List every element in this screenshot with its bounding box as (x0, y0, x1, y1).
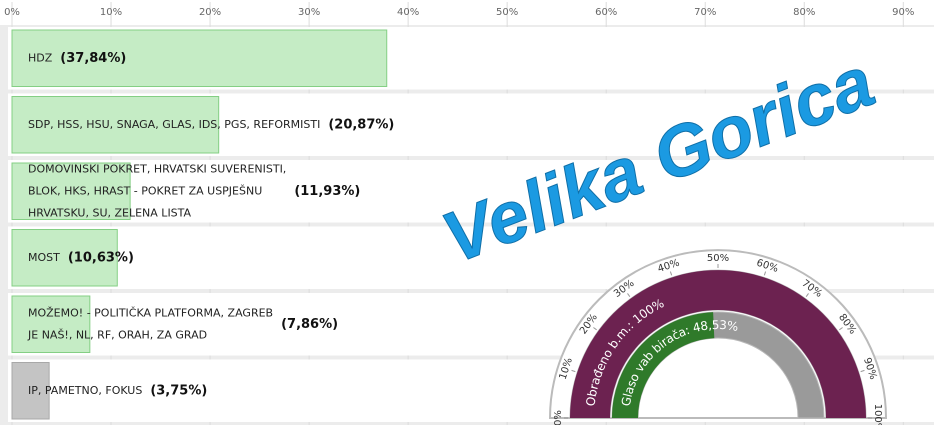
gauge-arc (570, 270, 866, 418)
tick-mark (839, 327, 843, 331)
x-tick-label: 80% (793, 7, 815, 18)
bar (11, 162, 131, 220)
bar (11, 362, 50, 420)
x-tick-label: 30% (298, 7, 320, 18)
value-label: (20,87%) (328, 117, 394, 132)
gauge-tick-label: 100% (872, 404, 883, 425)
value-label: (3,75%) (150, 383, 207, 398)
bar (11, 29, 388, 87)
x-tick-label: 10% (100, 7, 122, 18)
gauge-arc (612, 312, 715, 418)
tick-mark (593, 327, 597, 331)
value-label: (10,63%) (68, 250, 134, 265)
value-label: (37,84%) (60, 51, 126, 66)
x-tick-label: 0% (4, 7, 20, 18)
category-label: MOŽEMO! - POLITIČKA PLATFORMA, ZAGREB (28, 306, 273, 319)
bar (11, 295, 91, 353)
tick-mark (860, 369, 865, 373)
row (8, 160, 934, 223)
x-tick-label: 90% (892, 7, 914, 18)
x-tick-label: 50% (496, 7, 518, 18)
bar (11, 229, 118, 287)
category-label: IP, PAMETNO, FOKUS (28, 384, 142, 397)
x-tick-label: 40% (397, 7, 419, 18)
category-label: HRVATSKU, SU, ZELENA LISTA (28, 206, 192, 219)
category-label: DOMOVINSKI POKRET, HRVATSKI SUVERENISTI, (28, 162, 286, 175)
gauge-tick-label: 50% (707, 253, 729, 264)
category-label: JE NAŠ!, NL, RF, ORAH, ZA GRAD (27, 328, 207, 341)
tick-mark (627, 293, 631, 297)
gauge-tick-label: 0% (553, 410, 564, 425)
bar (11, 96, 220, 154)
value-label: (11,93%) (294, 184, 360, 199)
tick-mark (763, 271, 767, 276)
x-tick-label: 70% (694, 7, 716, 18)
x-tick-label: 20% (199, 7, 221, 18)
value-label: (7,86%) (281, 317, 338, 332)
tick-mark (669, 271, 673, 276)
category-label: BLOK, HKS, HRAST - POKRET ZA USPJEŠNU (28, 184, 262, 197)
category-label: HDZ (28, 51, 53, 64)
tick-mark (571, 369, 576, 373)
category-label: MOST (28, 251, 60, 264)
x-tick-label: 60% (595, 7, 617, 18)
category-label: SDP, HSS, HSU, SNAGA, GLAS, IDS, PGS, RE… (28, 118, 320, 131)
tick-mark (805, 293, 809, 297)
